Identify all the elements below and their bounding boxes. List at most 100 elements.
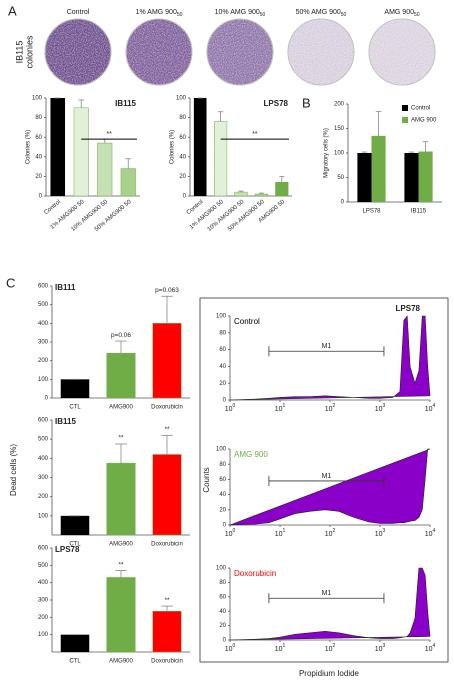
annotation: p=0.063 [155, 287, 179, 294]
x-tick-label: 104 [425, 403, 436, 413]
x-tick-label-sup: 2 [333, 528, 336, 534]
x-tick-label: 103 [375, 643, 386, 653]
y-tick-label: 40 [35, 154, 42, 160]
bar [152, 454, 182, 536]
x-tick-label: 101 [275, 528, 286, 538]
x-tick-label: Doxorubicin [151, 542, 183, 548]
y-tick-label: 0 [39, 194, 43, 200]
x-tick-label: Doxorubicin [151, 405, 183, 411]
y-tick-label: 200 [38, 615, 49, 621]
bar [60, 515, 90, 535]
x-tick-label: 50% AMG900 50 [227, 199, 266, 233]
x-tick-label: 100 [225, 528, 236, 538]
row-label: colonies [24, 35, 34, 69]
dish-texture [369, 19, 435, 85]
x-tick-label: 103 [375, 528, 386, 538]
x-tick-label: 102 [325, 643, 336, 653]
y-axis-label: Dead cells (%) [9, 444, 18, 496]
x-tick-label-sup: 3 [383, 643, 386, 649]
y-tick-label: 20 [179, 174, 186, 180]
bar [193, 98, 207, 196]
dish-label: 1% AMG 90050 [136, 9, 183, 18]
panel-letter: A [8, 3, 17, 18]
x-tick-label: 103 [375, 403, 386, 413]
y-tick-label: 20 [219, 381, 226, 387]
x-tick-label: IB115 [411, 209, 427, 215]
dish-label-sub: 50 [260, 12, 266, 18]
chart-title: IB111 [55, 283, 76, 292]
y-tick-label: 300 [38, 475, 49, 481]
y-tick-label: 80 [179, 115, 186, 121]
y-tick-label: 300 [38, 598, 49, 604]
histogram [229, 567, 431, 641]
y-tick-label: 300 [38, 340, 49, 346]
y-tick-label: 100 [38, 513, 49, 519]
y-tick-label: 40 [219, 364, 226, 370]
y-tick-label: 20 [35, 174, 42, 180]
x-axis-label: Propidium Iodide [299, 669, 360, 678]
y-tick-label: 20 [219, 623, 226, 629]
bar [254, 193, 268, 197]
dish-label-sub: 50 [177, 12, 183, 18]
chart-title: IB115 [115, 99, 136, 108]
x-tick-label: 102 [325, 403, 336, 413]
x-tick-label: LPS78 [362, 209, 381, 215]
bar [106, 352, 136, 399]
y-tick-label: 60 [35, 135, 42, 141]
bar [152, 323, 182, 399]
legend-label: Control [411, 106, 430, 112]
y-tick-label: 150 [334, 126, 345, 132]
y-tick-label: 500 [38, 437, 49, 443]
x-tick-label-sup: 1 [283, 643, 286, 649]
x-tick-label-sup: 4 [433, 403, 436, 409]
x-tick-label: Doxorubicin [151, 659, 183, 665]
histogram-label: Control [234, 317, 260, 326]
x-tick-label: CTL [69, 659, 81, 665]
x-tick-label: CTL [69, 405, 81, 411]
y-tick-label: 600 [38, 418, 49, 424]
dish-label: 10% AMG 90050 [215, 9, 266, 18]
y-tick-label: 60 [179, 135, 186, 141]
y-axis-label: Colonies (%) [170, 130, 176, 164]
annotation: p=0.06 [111, 332, 131, 339]
legend-label: AMG 900 [411, 118, 437, 124]
x-tick-label: Control [43, 199, 62, 216]
row-label: IB115 [14, 41, 24, 64]
y-tick-label: 600 [38, 284, 49, 290]
bar [152, 611, 182, 653]
x-tick-label: CTL [69, 542, 81, 548]
bar [60, 634, 90, 652]
y-tick-label: 40 [219, 609, 226, 615]
flow-title: LPS78 [396, 304, 421, 313]
x-tick-label-sup: 2 [333, 403, 336, 409]
y-tick-label: 80 [35, 115, 42, 121]
y-tick-label: 600 [38, 546, 49, 552]
y-tick-label: 100 [176, 96, 187, 102]
x-tick-label: 101 [275, 403, 286, 413]
y-tick-label: 100 [216, 566, 227, 572]
y-tick-label: 0 [183, 194, 187, 200]
y-tick-label: 100 [38, 632, 49, 638]
y-tick-label: 40 [179, 154, 186, 160]
x-tick-label: Control [186, 199, 205, 216]
legend-swatch [402, 105, 408, 111]
y-tick-label: 0 [223, 638, 227, 644]
y-tick-label: 20 [219, 507, 226, 513]
bar [357, 153, 372, 202]
y-tick-label: 80 [219, 330, 226, 336]
y-tick-label: 100 [216, 447, 227, 453]
annotation: ** [164, 597, 170, 604]
bar [214, 121, 228, 197]
y-tick-label: 400 [38, 456, 49, 462]
x-tick-label-sup: 2 [333, 643, 336, 649]
y-tick-label: 400 [38, 321, 49, 327]
bar [106, 462, 136, 536]
chart-title: IB115 [55, 417, 76, 426]
y-tick-label: 60 [219, 347, 226, 353]
x-tick-label-sup: 3 [383, 528, 386, 534]
x-tick-label: AMG900 [109, 659, 133, 665]
x-tick-label: 104 [425, 528, 436, 538]
bar [73, 107, 89, 197]
dish-texture [45, 19, 111, 85]
chart-title: LPS78 [55, 545, 80, 554]
